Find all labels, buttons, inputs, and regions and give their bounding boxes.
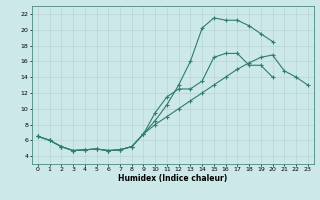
X-axis label: Humidex (Indice chaleur): Humidex (Indice chaleur) (118, 174, 228, 183)
